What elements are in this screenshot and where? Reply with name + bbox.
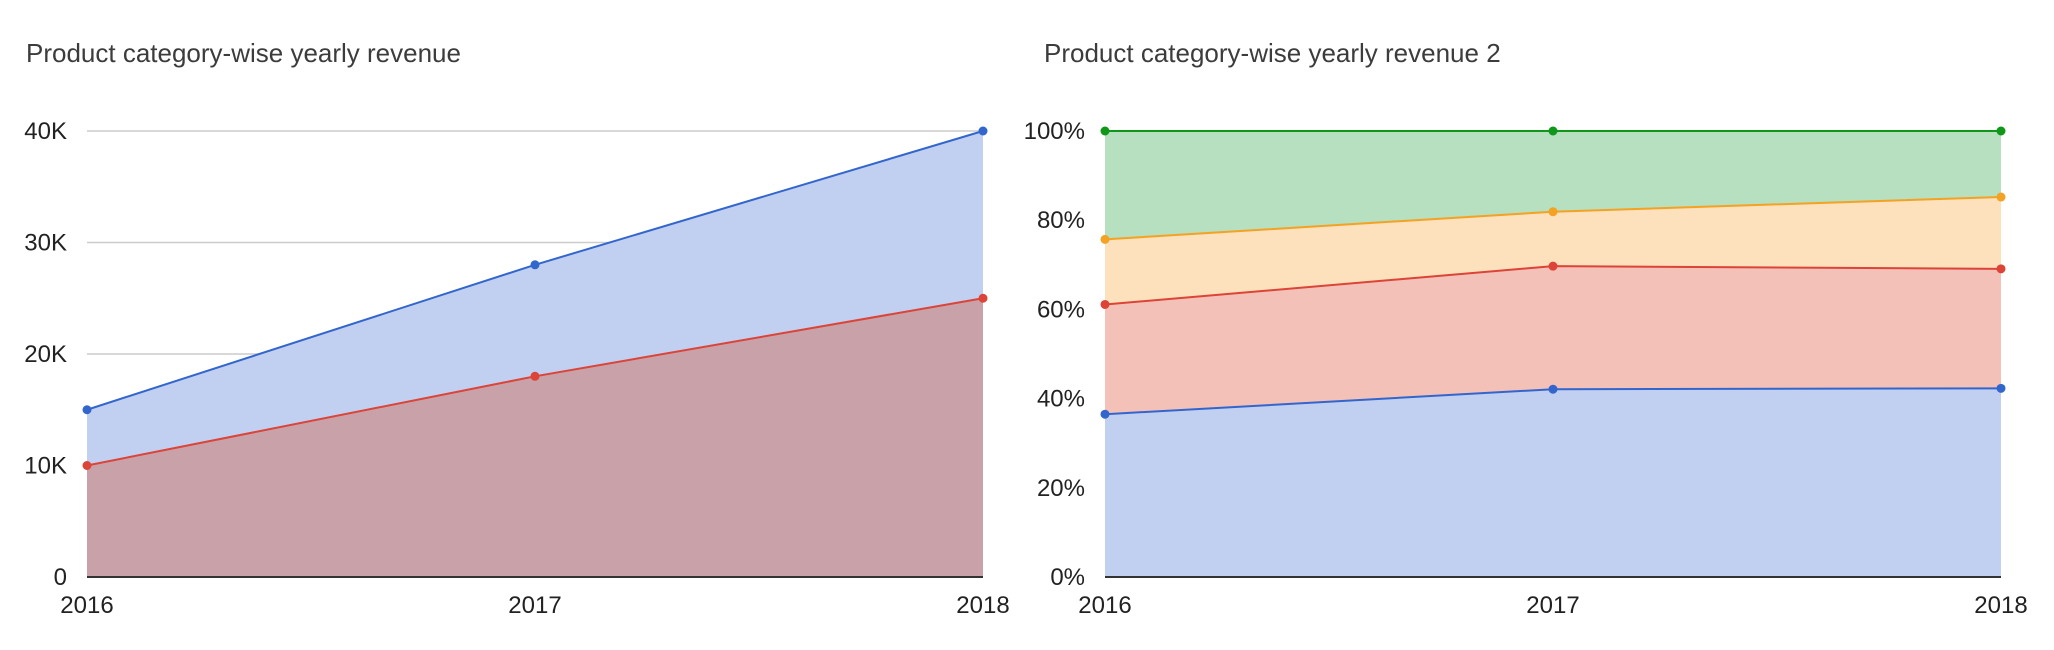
series-0-point xyxy=(530,371,540,381)
series-0-area xyxy=(1105,388,2001,577)
chart-title: Product category-wise yearly revenue 2 xyxy=(1044,38,1501,68)
series-1-point xyxy=(530,260,540,270)
y-tick-label: 60% xyxy=(1037,296,1085,323)
revenue-percent-chart: Product category-wise yearly revenue 2 0… xyxy=(1018,0,2054,650)
y-tick-label: 100% xyxy=(1024,118,1085,145)
series-1-point xyxy=(1996,264,2006,274)
series-3-point xyxy=(1548,126,1558,136)
series-2-area xyxy=(1105,197,2001,305)
y-tick-label: 40% xyxy=(1037,386,1085,413)
y-tick-label: 30K xyxy=(24,230,67,257)
x-tick-label: 2017 xyxy=(508,592,561,619)
series-3-point xyxy=(1996,126,2006,136)
series-3-point xyxy=(1100,126,1110,136)
x-tick-label: 2017 xyxy=(1526,592,1579,619)
series-0-point xyxy=(82,461,92,470)
chart-title: Product category-wise yearly revenue xyxy=(26,38,461,68)
series-3-area xyxy=(1105,131,2001,240)
y-tick-label: 20K xyxy=(24,341,67,368)
y-tick-label: 0% xyxy=(1050,564,1085,591)
series-0-point xyxy=(978,293,988,303)
y-tick-label: 40K xyxy=(24,118,67,145)
series-1-point xyxy=(1548,261,1558,271)
y-tick-label: 80% xyxy=(1037,207,1085,234)
series-1-point xyxy=(1100,299,1110,309)
series-1-area xyxy=(87,131,983,466)
series-1-point xyxy=(978,126,988,136)
x-tick-label: 2018 xyxy=(956,592,1009,619)
revenue-chart: Product category-wise yearly revenue 0 10… xyxy=(24,38,1009,619)
series-1-area xyxy=(1105,266,2001,415)
y-tick-label: 0 xyxy=(54,564,67,591)
x-tick-label: 2016 xyxy=(1078,592,1131,619)
series-0-point xyxy=(1548,384,1558,394)
y-tick-label: 20% xyxy=(1037,475,1085,502)
series-2-point xyxy=(1100,234,1110,244)
y-tick-label: 10K xyxy=(24,453,67,480)
revenue-percent-chart-plot: 0% 20% 40% 60% 80% 100% 2016 2017 2018 xyxy=(1024,118,2028,619)
series-0-point xyxy=(1100,409,1110,419)
revenue-chart-plot: 0 10K 20K 30K 40K 2016 2017 2018 xyxy=(24,118,1009,619)
series-2-point xyxy=(1548,207,1558,217)
x-tick-label: 2016 xyxy=(60,592,113,619)
series-0-area xyxy=(87,298,983,577)
series-2-point xyxy=(1996,192,2006,202)
x-tick-label: 2018 xyxy=(1974,592,2027,619)
series-0-point xyxy=(1996,383,2006,393)
series-1-point xyxy=(82,405,92,415)
